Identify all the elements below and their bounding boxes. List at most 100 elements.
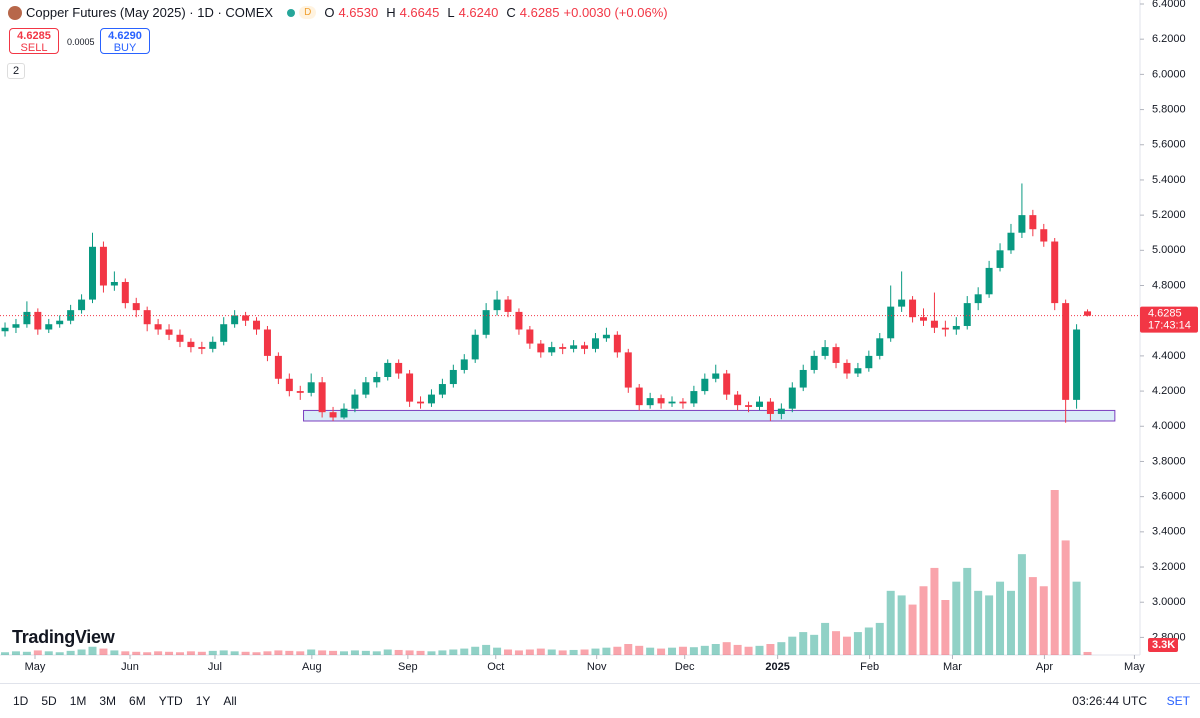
candle-body — [121, 281, 129, 304]
volume-bar — [777, 642, 786, 655]
spread: 0.0005 — [67, 37, 95, 47]
volume-bar — [471, 646, 480, 655]
volume-bar — [219, 650, 228, 655]
candle-body — [952, 325, 960, 330]
volume-bar — [55, 652, 64, 655]
candle-body — [493, 299, 501, 311]
volume-bar — [493, 647, 502, 655]
logo: TradingView — [12, 627, 115, 647]
volume-bar — [941, 600, 950, 655]
candle-body — [537, 343, 545, 353]
volume-bar — [296, 651, 305, 655]
volume-bar — [77, 649, 86, 655]
volume-bar — [810, 634, 819, 655]
candle-body — [646, 398, 654, 406]
volume-bar — [230, 651, 239, 655]
volume-bar — [405, 650, 414, 655]
volume-bar — [427, 651, 436, 655]
y-tick-label: 3.8000 — [1152, 455, 1186, 467]
candle-body — [231, 315, 239, 325]
volume-bar — [974, 590, 983, 655]
y-tick-label: 6.0000 — [1152, 68, 1186, 80]
y-tick-label: 3.4000 — [1152, 526, 1186, 538]
h-value: 4.6645 — [399, 5, 440, 20]
buy-price: 4.6290 — [108, 30, 142, 42]
candle-body — [34, 311, 42, 330]
buy-button[interactable]: 4.6290 BUY — [100, 28, 150, 54]
volume-bar — [11, 651, 20, 655]
volume-bar — [613, 646, 622, 655]
x-tick-label: Apr — [1036, 661, 1053, 673]
volume-bar — [132, 651, 141, 655]
range-button[interactable]: All — [223, 694, 237, 708]
candle-body — [220, 324, 228, 342]
volume-bar — [689, 647, 698, 655]
candle-body — [1051, 241, 1059, 304]
candle-body — [941, 327, 949, 330]
y-tick-label: 5.8000 — [1152, 103, 1186, 115]
range-button[interactable]: 1Y — [195, 694, 211, 708]
candle-body — [985, 267, 993, 295]
change: +0.0030 (+0.06%) — [563, 5, 668, 20]
indicator-toggle[interactable]: 2 — [7, 63, 26, 79]
volume-bar — [186, 651, 195, 655]
volume-bar — [832, 631, 841, 655]
candle-body — [1029, 215, 1037, 230]
range-button[interactable]: 1D — [13, 694, 29, 708]
candle-body — [854, 368, 862, 374]
volume-bar — [197, 651, 206, 655]
candle-body — [1073, 329, 1081, 400]
volume-bar — [66, 650, 75, 655]
candle-body — [12, 324, 20, 328]
candle-body — [974, 294, 982, 304]
volume-bar — [897, 595, 906, 655]
c-key: C — [506, 5, 516, 20]
range-button[interactable]: 5D — [41, 694, 57, 708]
candle-body — [471, 334, 479, 360]
volume-bar — [33, 650, 42, 655]
candle-body — [329, 412, 337, 418]
candle-body — [548, 347, 556, 353]
candle-body — [417, 401, 425, 404]
volume-bar — [875, 622, 884, 655]
candle-body — [143, 310, 151, 325]
candle-body — [777, 408, 785, 414]
candle-body — [909, 299, 917, 318]
volume-bar — [657, 648, 666, 655]
volume-bar — [350, 650, 359, 655]
candle-body — [624, 352, 632, 388]
candle-body — [274, 355, 282, 379]
volume-bar — [996, 581, 1005, 655]
volume-bar — [646, 647, 655, 655]
range-button[interactable]: 6M — [129, 694, 146, 708]
volume-bar — [88, 646, 97, 655]
volume-bar — [339, 651, 348, 655]
candle-body — [384, 362, 392, 378]
candle-body — [635, 387, 643, 406]
volume-bar — [952, 581, 961, 655]
settings[interactable]: SET — [1166, 694, 1190, 708]
volume-bar — [121, 651, 130, 655]
volume-bar — [175, 652, 184, 655]
volume-bar — [504, 649, 513, 655]
candle-body — [504, 299, 512, 312]
candle-body — [340, 408, 348, 418]
volume-bar — [755, 645, 764, 655]
volume-bar — [285, 650, 294, 655]
x-tick-label: 2025 — [765, 661, 789, 673]
range-button[interactable]: YTD — [158, 694, 183, 708]
volume-bar — [799, 632, 808, 655]
volume-bar — [241, 651, 250, 655]
range-button[interactable]: 3M — [99, 694, 117, 708]
volume-bar — [602, 647, 611, 655]
volume-bar — [821, 622, 830, 655]
range-button[interactable]: 1M — [69, 694, 87, 708]
sell-button[interactable]: 4.6285 SELL — [9, 28, 59, 54]
last-price-label: 4.6285 — [1148, 308, 1182, 320]
symbol[interactable]: Copper Futures (May 2025) · 1D · COMEX — [26, 5, 274, 20]
volume-bar — [853, 632, 862, 655]
candle-body — [45, 324, 53, 330]
candle-body — [876, 338, 884, 356]
volume-bar — [569, 649, 578, 655]
